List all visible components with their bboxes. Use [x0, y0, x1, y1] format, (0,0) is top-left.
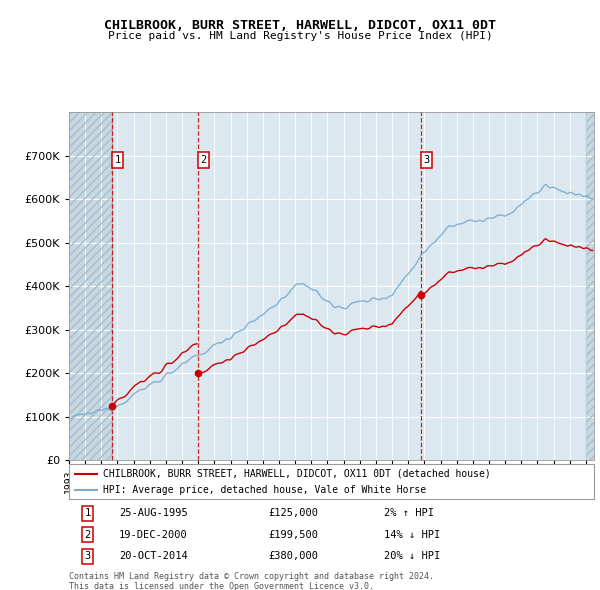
Text: £199,500: £199,500	[269, 530, 319, 539]
Bar	[69, 112, 112, 460]
Text: 20% ↓ HPI: 20% ↓ HPI	[384, 551, 440, 561]
Text: £125,000: £125,000	[269, 509, 319, 519]
Text: HPI: Average price, detached house, Vale of White Horse: HPI: Average price, detached house, Vale…	[103, 485, 426, 495]
Text: Contains HM Land Registry data © Crown copyright and database right 2024.: Contains HM Land Registry data © Crown c…	[69, 572, 434, 581]
Text: This data is licensed under the Open Government Licence v3.0.: This data is licensed under the Open Gov…	[69, 582, 374, 590]
Text: 19-DEC-2000: 19-DEC-2000	[119, 530, 188, 539]
Text: 14% ↓ HPI: 14% ↓ HPI	[384, 530, 440, 539]
Text: £380,000: £380,000	[269, 551, 319, 561]
Text: 3: 3	[424, 155, 430, 165]
Text: Price paid vs. HM Land Registry's House Price Index (HPI): Price paid vs. HM Land Registry's House …	[107, 31, 493, 41]
Text: 3: 3	[84, 551, 91, 561]
Text: 25-AUG-1995: 25-AUG-1995	[119, 509, 188, 519]
FancyBboxPatch shape	[69, 464, 594, 499]
Text: 1: 1	[114, 155, 121, 165]
Text: 1: 1	[84, 509, 91, 519]
Text: 20-OCT-2014: 20-OCT-2014	[119, 551, 188, 561]
Text: 2: 2	[84, 530, 91, 539]
Text: 2: 2	[200, 155, 206, 165]
Text: CHILBROOK, BURR STREET, HARWELL, DIDCOT, OX11 0DT: CHILBROOK, BURR STREET, HARWELL, DIDCOT,…	[104, 19, 496, 32]
Text: CHILBROOK, BURR STREET, HARWELL, DIDCOT, OX11 0DT (detached house): CHILBROOK, BURR STREET, HARWELL, DIDCOT,…	[103, 468, 491, 478]
Bar	[586, 112, 594, 460]
Bar	[69, 112, 112, 460]
Text: 2% ↑ HPI: 2% ↑ HPI	[384, 509, 434, 519]
Bar	[586, 112, 594, 460]
